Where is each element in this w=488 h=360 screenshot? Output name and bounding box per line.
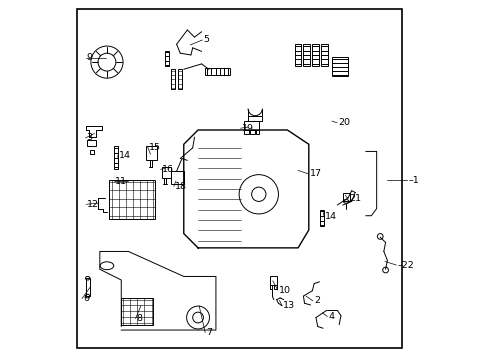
Text: 16: 16 <box>162 165 173 174</box>
Text: 3: 3 <box>86 133 93 142</box>
Text: 15: 15 <box>148 143 161 152</box>
Bar <box>303 44 309 66</box>
Bar <box>114 146 118 169</box>
Text: 2: 2 <box>313 296 319 305</box>
Text: 17: 17 <box>309 170 321 179</box>
Bar <box>165 51 169 66</box>
Text: 14: 14 <box>119 151 130 160</box>
Bar <box>108 180 155 219</box>
Bar <box>171 171 183 184</box>
Bar <box>331 57 347 76</box>
Text: 14: 14 <box>325 212 337 221</box>
Bar <box>87 140 96 146</box>
Text: –1: –1 <box>407 176 418 185</box>
Text: 6: 6 <box>83 294 89 303</box>
Text: 13: 13 <box>283 301 295 310</box>
Bar <box>121 298 153 325</box>
Text: 19: 19 <box>241 124 253 133</box>
Text: 9: 9 <box>86 53 92 62</box>
Bar <box>294 44 300 66</box>
Bar <box>146 146 157 160</box>
Bar <box>321 44 327 66</box>
Bar <box>178 69 182 89</box>
Text: 21: 21 <box>348 194 360 203</box>
Bar <box>342 193 349 202</box>
Bar <box>312 44 318 66</box>
Text: –22: –22 <box>397 261 413 270</box>
Bar <box>244 121 258 130</box>
Text: 10: 10 <box>278 285 290 294</box>
Bar <box>85 278 90 296</box>
Bar <box>171 69 175 89</box>
Bar <box>250 130 254 134</box>
Bar <box>269 276 276 285</box>
Bar <box>319 210 323 226</box>
Text: 4: 4 <box>328 312 334 321</box>
Bar <box>244 130 248 134</box>
Bar <box>269 285 272 289</box>
Bar <box>90 150 94 154</box>
Bar <box>273 285 276 289</box>
Bar <box>255 130 258 134</box>
Bar <box>247 116 262 121</box>
Text: 7: 7 <box>206 328 212 337</box>
Bar <box>205 68 230 75</box>
Text: 8: 8 <box>136 314 142 323</box>
Text: 12: 12 <box>87 200 99 209</box>
Text: 18: 18 <box>175 182 186 191</box>
Text: 11: 11 <box>115 176 127 185</box>
Text: 20: 20 <box>337 118 349 127</box>
Text: 5: 5 <box>203 36 209 45</box>
Bar <box>162 167 171 178</box>
